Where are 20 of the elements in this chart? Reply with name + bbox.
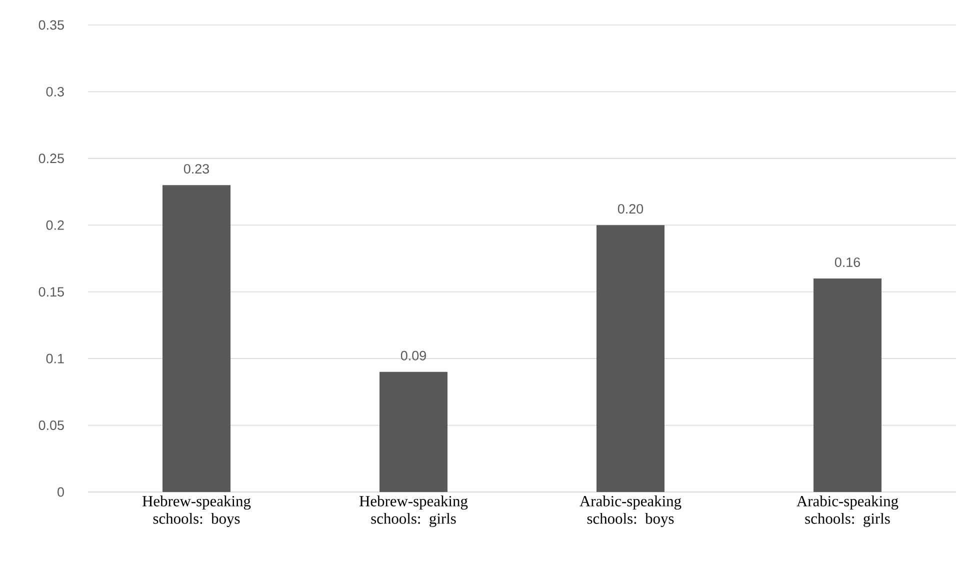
- x-tick-label: Hebrew-speaking schools: boys: [142, 496, 251, 527]
- x-tick-label: Hebrew-speaking schools: girls: [359, 496, 468, 527]
- data-label: 0.20: [618, 204, 644, 214]
- data-label: 0.23: [184, 164, 209, 174]
- y-tick-label: 0.3: [46, 86, 64, 96]
- y-tick-label: 0.35: [38, 20, 64, 30]
- bar: [162, 185, 230, 492]
- data-label: 0.16: [834, 257, 860, 267]
- y-tick-label: 0: [58, 487, 64, 497]
- x-tick-label: Arabic-speaking schools: girls: [796, 496, 898, 527]
- y-tick-label: 0.2: [46, 220, 64, 230]
- y-tick-label: 0.1: [46, 354, 64, 364]
- y-tick-label: 0.15: [38, 287, 64, 297]
- data-label: 0.09: [400, 350, 426, 360]
- bar: [380, 372, 448, 492]
- bar: [814, 278, 882, 492]
- x-tick-label: Arabic-speaking schools: boys: [580, 496, 682, 527]
- y-tick-label: 0.05: [38, 420, 64, 430]
- y-tick-label: 0.25: [38, 154, 64, 164]
- bar: [596, 225, 665, 492]
